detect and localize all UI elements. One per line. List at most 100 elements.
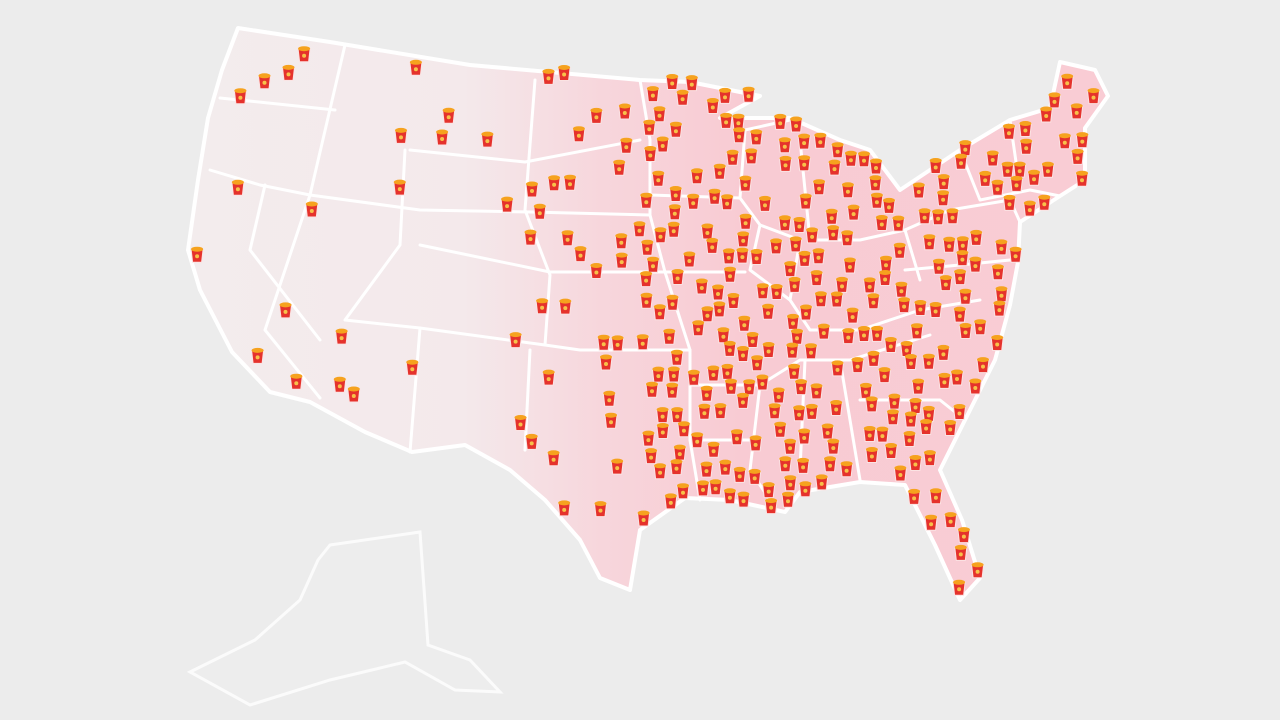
store-marker [773, 113, 787, 130]
store-marker [968, 378, 982, 395]
store-marker [1086, 88, 1101, 105]
store-marker [762, 342, 776, 358]
store-marker [893, 242, 907, 259]
store-marker [1009, 246, 1023, 263]
store-marker [908, 455, 922, 471]
store-marker [542, 369, 556, 386]
store-marker [827, 159, 842, 176]
store-marker [811, 248, 826, 265]
store-marker [744, 148, 758, 165]
store-marker [572, 126, 586, 143]
store-marker [884, 443, 898, 459]
store-marker [799, 304, 813, 321]
store-marker [557, 65, 571, 81]
store-marker [809, 383, 824, 400]
store-marker [969, 229, 983, 246]
store-marker [976, 357, 990, 374]
store-marker [700, 385, 714, 402]
store-marker [869, 158, 883, 175]
store-marker [1018, 121, 1032, 137]
store-marker [347, 386, 361, 403]
store-marker [533, 203, 547, 220]
store-marker [706, 365, 720, 382]
store-marker [251, 347, 265, 364]
store-marker [830, 360, 845, 377]
store-marker [764, 498, 778, 515]
store-marker [736, 231, 750, 248]
store-marker [929, 488, 943, 505]
store-marker [794, 379, 808, 396]
store-marker [831, 142, 845, 159]
store-marker [904, 411, 918, 428]
store-marker [924, 514, 938, 531]
store-marker [1060, 73, 1074, 90]
store-marker [190, 246, 204, 263]
store-marker [525, 181, 539, 198]
store-marker [814, 291, 828, 308]
store-marker [669, 121, 683, 138]
store-marker [958, 323, 973, 339]
store-marker [716, 327, 730, 344]
store-marker [769, 238, 783, 255]
store-marker [706, 98, 720, 114]
store-marker [863, 277, 877, 294]
store-marker [640, 239, 654, 256]
store-marker [994, 286, 1009, 303]
store-marker [944, 512, 958, 529]
store-marker [870, 192, 884, 209]
store-marker [682, 251, 696, 268]
store-marker [305, 201, 319, 218]
store-marker [736, 346, 750, 362]
store-marker [233, 88, 247, 105]
store-marker [656, 136, 670, 153]
store-marker [686, 193, 700, 210]
store-marker [913, 300, 927, 316]
store-marker [1041, 161, 1055, 178]
store-marker [695, 278, 709, 295]
store-marker [614, 233, 628, 250]
store-marker [758, 195, 772, 212]
store-marker [851, 357, 865, 374]
store-marker [790, 328, 804, 345]
store-marker [936, 190, 950, 207]
store-marker [887, 393, 901, 410]
store-marker [792, 217, 806, 233]
store-marker [815, 474, 829, 491]
store-marker [231, 179, 245, 196]
store-marker [1019, 138, 1033, 155]
store-marker [958, 140, 972, 157]
store-marker [653, 227, 668, 244]
store-marker [690, 168, 704, 185]
store-marker [991, 264, 1005, 281]
store-marker [1023, 200, 1037, 217]
store-marker [1071, 148, 1085, 165]
store-marker [796, 457, 810, 474]
store-marker [789, 116, 803, 133]
store-marker [986, 150, 1000, 167]
store-marker [778, 137, 792, 154]
store-marker [535, 298, 549, 315]
store-marker [525, 433, 539, 450]
store-marker [739, 213, 753, 230]
store-marker [723, 340, 737, 357]
store-marker [333, 376, 347, 393]
store-marker [929, 302, 943, 318]
store-marker [724, 378, 738, 395]
store-marker [615, 252, 629, 269]
store-marker [768, 403, 782, 420]
store-marker [973, 319, 987, 336]
store-marker [805, 227, 819, 244]
store-marker [700, 306, 714, 323]
store-marker [770, 284, 784, 300]
store-marker [597, 334, 611, 351]
store-marker [667, 366, 681, 383]
store-marker [646, 86, 660, 103]
store-marker [651, 366, 665, 383]
store-marker [894, 281, 908, 298]
store-marker [772, 387, 786, 404]
store-marker [707, 441, 721, 458]
store-marker [742, 379, 756, 396]
store-marker [929, 158, 943, 174]
store-marker [733, 466, 747, 483]
store-marker [835, 276, 849, 293]
